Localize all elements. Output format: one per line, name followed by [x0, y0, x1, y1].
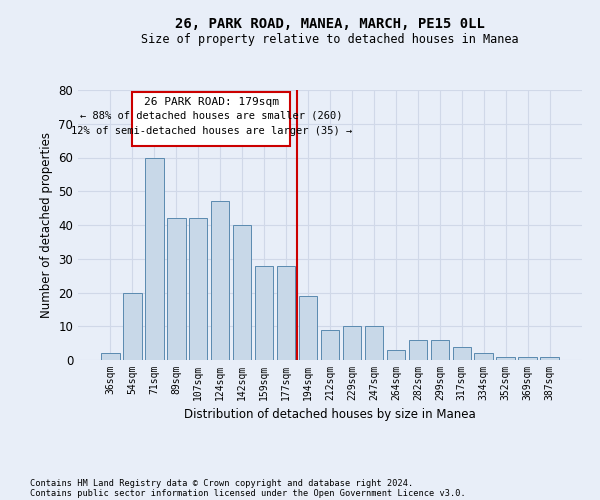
X-axis label: Distribution of detached houses by size in Manea: Distribution of detached houses by size …: [184, 408, 476, 422]
Text: 26 PARK ROAD: 179sqm: 26 PARK ROAD: 179sqm: [144, 97, 279, 107]
Bar: [101, 353, 119, 360]
Text: Size of property relative to detached houses in Manea: Size of property relative to detached ho…: [141, 32, 519, 46]
Y-axis label: Number of detached properties: Number of detached properties: [40, 132, 53, 318]
Bar: [343, 326, 361, 360]
Bar: [255, 266, 274, 360]
Bar: [452, 346, 471, 360]
Bar: [518, 356, 537, 360]
Bar: [277, 266, 295, 360]
Bar: [145, 158, 164, 360]
Bar: [167, 218, 185, 360]
Bar: [123, 292, 142, 360]
Text: Contains public sector information licensed under the Open Government Licence v3: Contains public sector information licen…: [30, 488, 466, 498]
Text: 12% of semi-detached houses are larger (35) →: 12% of semi-detached houses are larger (…: [71, 126, 352, 136]
Text: ← 88% of detached houses are smaller (260): ← 88% of detached houses are smaller (26…: [80, 110, 343, 120]
Bar: [189, 218, 208, 360]
Bar: [386, 350, 405, 360]
Bar: [365, 326, 383, 360]
Text: 26, PARK ROAD, MANEA, MARCH, PE15 0LL: 26, PARK ROAD, MANEA, MARCH, PE15 0LL: [175, 18, 485, 32]
Bar: [409, 340, 427, 360]
Text: Contains HM Land Registry data © Crown copyright and database right 2024.: Contains HM Land Registry data © Crown c…: [30, 478, 413, 488]
Bar: [299, 296, 317, 360]
Bar: [211, 202, 229, 360]
Bar: [541, 356, 559, 360]
Bar: [233, 225, 251, 360]
Bar: [496, 356, 515, 360]
Bar: [320, 330, 340, 360]
Bar: [431, 340, 449, 360]
Bar: [475, 353, 493, 360]
